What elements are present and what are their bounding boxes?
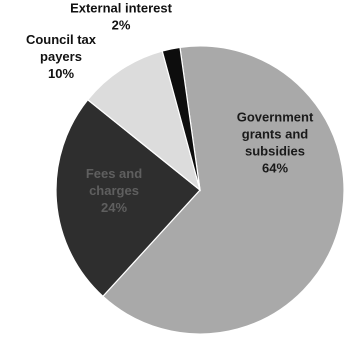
pie-slice-0 (102, 45, 345, 335)
pie-slice-1 (55, 98, 201, 298)
slice-label-line: Council tax (26, 32, 97, 47)
slice-label-line: Fees and (86, 166, 142, 181)
pie-slice-2 (86, 50, 202, 192)
slice-label-line: 10% (48, 66, 74, 81)
slice-label-line: grants and (242, 127, 309, 142)
slice-label-line: Government (237, 110, 314, 125)
slice-label-line: 2% (112, 18, 131, 33)
pie-slices (55, 45, 345, 335)
slice-label-line: 64% (262, 161, 288, 176)
slice-label-0: Government grants and subsidies 64% (237, 110, 314, 176)
slice-label-line: 24% (101, 200, 127, 215)
slice-label-3: External interest 2% (70, 1, 173, 33)
pie-slice-3 (161, 46, 201, 191)
slice-label-2: Council tax payers 10% (26, 32, 97, 81)
slice-label-line: External interest (70, 1, 173, 16)
slice-label-line: payers (40, 49, 82, 64)
slice-label-line: charges (89, 183, 139, 198)
slice-label-1: Fees and charges 24% (86, 166, 142, 215)
pie-labels: Government grants and subsidies 64% Fees and… (26, 1, 314, 216)
slice-label-line: subsidies (245, 144, 305, 159)
